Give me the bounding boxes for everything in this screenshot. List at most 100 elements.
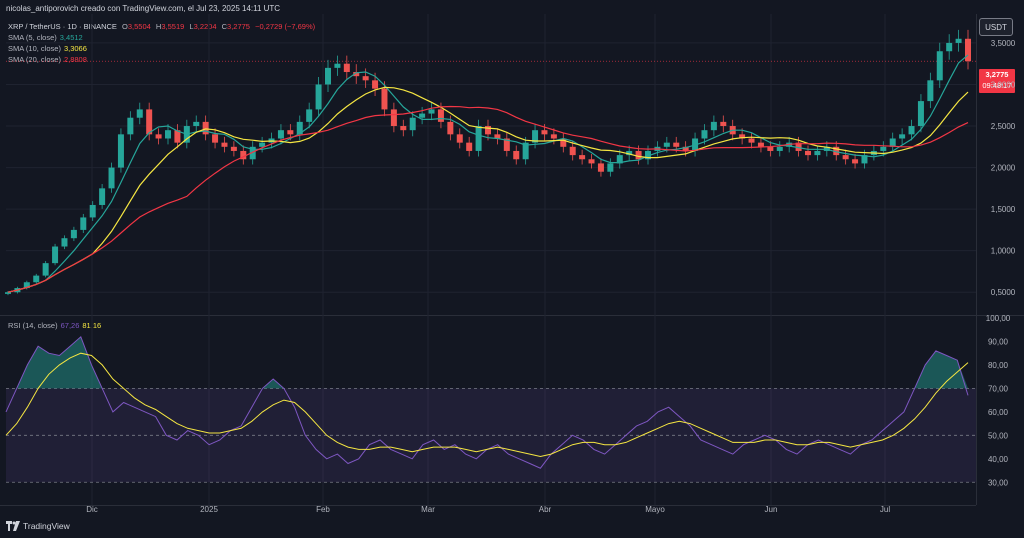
candle-body — [42, 263, 49, 276]
rsi-tick-label: 60,00 — [988, 408, 1009, 417]
candle-body — [183, 126, 190, 143]
candle-body — [494, 134, 501, 139]
open-label: O — [122, 22, 128, 31]
time-tick-label: Jun — [765, 505, 778, 514]
low-label: L — [189, 22, 194, 31]
symbol-legend[interactable]: XRP / TetherUS · 1D · BINANCE O3,5504 H3… — [8, 22, 318, 31]
candle-body — [579, 155, 586, 160]
candle-body — [221, 142, 228, 147]
candle-body — [343, 63, 350, 73]
candle-body — [127, 117, 134, 135]
rsi-value1: 67,26 — [60, 321, 80, 330]
candle-body — [823, 146, 830, 151]
candle-body — [202, 121, 209, 135]
candle-body — [390, 109, 397, 127]
candle-body — [146, 109, 153, 135]
candle-body — [419, 113, 426, 118]
candle-body — [155, 134, 162, 139]
rsi-tick-label: 40,00 — [988, 455, 1009, 464]
candle-body — [249, 146, 256, 160]
candle-body — [475, 126, 482, 151]
candle-body — [626, 150, 633, 156]
rsi-tick-label: 100,00 — [986, 314, 1011, 323]
sma5-line — [7, 54, 969, 293]
candle-body — [946, 42, 953, 52]
tradingview-brand[interactable]: TradingView — [6, 521, 70, 531]
candle-body — [108, 167, 115, 189]
candle-body — [786, 142, 793, 147]
candle-body — [61, 238, 68, 247]
candle-body — [569, 146, 576, 156]
sma5-legend[interactable]: SMA (5, close) 3,4512 — [8, 33, 83, 42]
candle-body — [447, 121, 454, 135]
rsi-tick-label: 30,00 — [988, 478, 1009, 487]
rsi-ma-line — [5, 352, 969, 458]
price-tick-label: 1,0000 — [991, 247, 1016, 256]
candle-body — [372, 80, 379, 89]
candle-body — [33, 275, 40, 283]
tradingview-label: TradingView — [23, 521, 70, 531]
candle-body — [776, 146, 783, 151]
rsi-line — [5, 335, 969, 469]
symbol-title: XRP / TetherUS · 1D · BINANCE — [8, 22, 117, 31]
last-price-tag: 3,2775 09:48:17 — [979, 69, 1015, 93]
candle-body — [701, 130, 708, 139]
candle-body — [757, 142, 764, 147]
sma20-value: 2,8808 — [63, 55, 87, 64]
candle-body — [597, 163, 604, 172]
candle-body — [936, 51, 943, 81]
candle-body — [136, 109, 143, 118]
candle-body — [908, 126, 915, 135]
candle-body — [532, 130, 539, 143]
tradingview-logo-icon — [6, 521, 20, 531]
rsi-value2: 81,16 — [82, 321, 102, 330]
candle-body — [880, 146, 887, 151]
rsi-legend[interactable]: RSI (14, close) 67,26 81,16 — [8, 321, 101, 330]
candle-body — [99, 188, 106, 205]
bar-countdown: 09:48:17 — [982, 81, 1012, 90]
candle-body — [899, 134, 906, 139]
candle-body — [277, 130, 284, 139]
time-tick-label: Mayo — [645, 505, 665, 514]
candle-body — [362, 76, 369, 81]
candle-body — [296, 121, 303, 135]
rsi-tick-label: 80,00 — [988, 361, 1009, 370]
rsi-label: RSI (14, close) — [8, 321, 58, 330]
candle-body — [663, 142, 670, 147]
candle-body — [889, 138, 896, 147]
candle-body — [607, 163, 614, 172]
currency-button[interactable]: USDT — [979, 18, 1013, 36]
candle-body — [117, 134, 124, 168]
candle-body — [710, 121, 717, 131]
candle-body — [729, 126, 736, 135]
candle-body — [381, 88, 388, 110]
candle-body — [165, 130, 171, 139]
sma10-label: SMA (10, close) — [8, 44, 61, 53]
sma10-legend[interactable]: SMA (10, close) 3,3066 — [8, 44, 87, 53]
price-tick-label: 2,0000 — [991, 164, 1016, 173]
candle-body — [466, 142, 473, 151]
candle-body — [748, 138, 755, 143]
sma20-legend[interactable]: SMA (20, close) 2,8808 — [8, 55, 87, 64]
candle-body — [14, 288, 21, 293]
sma5-value: 3,4512 — [59, 33, 83, 42]
candle-body — [353, 72, 360, 77]
candle-body — [240, 150, 247, 160]
close-label: C — [221, 22, 228, 31]
candle-body — [645, 150, 651, 160]
candle-body — [550, 134, 557, 139]
candle-body — [692, 138, 699, 151]
candle-body — [805, 150, 811, 156]
candle-body — [833, 146, 840, 156]
high-label: H — [155, 22, 162, 31]
candle-body — [503, 138, 510, 151]
price-tick-label: 2,5000 — [991, 122, 1016, 131]
price-tick-label: 1,5000 — [991, 205, 1016, 214]
sma20-line — [7, 105, 969, 293]
candle-body — [588, 159, 595, 164]
candle-body — [5, 292, 11, 294]
candle-body — [795, 142, 802, 151]
last-price: 3,2775 — [985, 70, 1009, 79]
candle-body — [485, 126, 491, 135]
